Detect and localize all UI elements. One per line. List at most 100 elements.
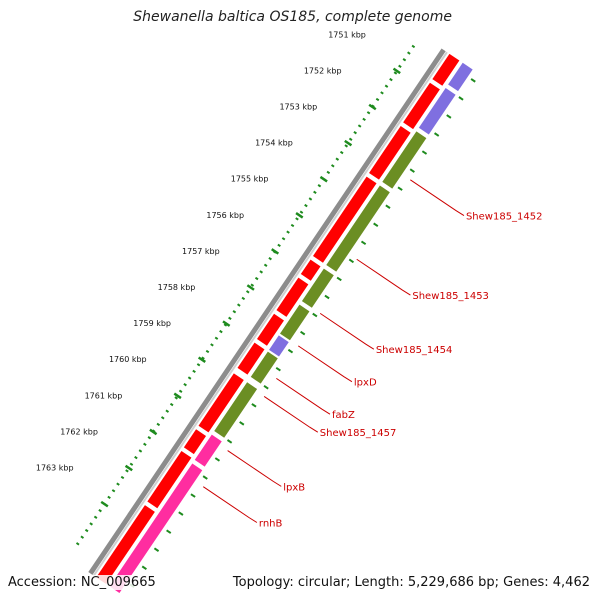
cds-forward: [313, 176, 377, 263]
ruler-tick-label: 1757 kbp: [182, 247, 220, 256]
gene-leader-line: [410, 179, 465, 217]
inner-minor-tick: [348, 258, 355, 264]
inner-minor-tick: [239, 421, 245, 426]
gene-olive: [326, 185, 390, 272]
ruler-tick-label: 1758 kbp: [158, 283, 196, 292]
inner-minor-tick: [385, 204, 391, 209]
inner-minor-tick: [178, 511, 184, 516]
gene-olive: [382, 131, 427, 189]
gene-leader-line: [297, 345, 353, 383]
cds-reverse: [269, 335, 289, 357]
ruler-tick-label: 1752 kbp: [304, 66, 342, 75]
ruler-tick-label: 1753 kbp: [279, 102, 317, 111]
ruler-major-tick: [344, 139, 353, 147]
map-title: Shewanella baltica OS185, complete genom…: [133, 9, 452, 25]
inner-minor-tick: [458, 96, 464, 101]
inner-minor-tick: [300, 330, 306, 336]
inner-minor-tick: [470, 78, 476, 83]
ruler-major-tick: [149, 428, 158, 436]
inner-ticks: [129, 78, 476, 589]
cds-forward: [369, 126, 411, 180]
rna-feature: [194, 434, 222, 467]
inner-minor-tick: [190, 493, 196, 498]
inner-minor-tick: [287, 348, 294, 354]
ruler-tick-label: 1762 kbp: [60, 427, 98, 436]
gene-olive: [250, 351, 278, 384]
cds-forward: [432, 53, 460, 86]
gene-olive: [301, 268, 334, 308]
cds-forward: [96, 505, 155, 585]
cds-forward: [403, 82, 440, 130]
inner-minor-tick: [397, 186, 403, 191]
ruler-major-tick: [100, 500, 109, 508]
ruler-major-tick: [222, 320, 231, 327]
ruler-major-tick: [124, 464, 133, 472]
gene-olive: [214, 382, 258, 438]
inner-minor-tick: [446, 114, 452, 119]
gene-leader-line: [263, 396, 319, 433]
gene-label-shew185_1457: Shew185_1457: [320, 428, 397, 439]
inner-minor-tick: [324, 294, 330, 300]
cds-forward: [237, 342, 265, 375]
gene-label-shew185_1454: Shew185_1454: [376, 345, 453, 356]
ruler-dotted-line: [74, 44, 416, 549]
gene-label-shew185_1453: Shew185_1453: [412, 291, 489, 302]
ruler-ticks: [100, 67, 401, 508]
inner-minor-tick: [336, 276, 342, 282]
cds-forward: [256, 313, 284, 346]
ruler-tick-label: 1751 kbp: [328, 30, 366, 39]
gene-olive: [280, 304, 310, 341]
gene-label-fabz: fabZ: [332, 410, 355, 421]
ruler-line: [74, 44, 416, 549]
ruler-tick-label: 1761 kbp: [85, 391, 123, 400]
ruler-major-tick: [271, 248, 280, 255]
inner-minor-tick: [166, 529, 172, 534]
ruler-major-tick: [246, 284, 255, 291]
cds-forward: [183, 429, 207, 455]
cds-forward: [300, 259, 321, 281]
cds-forward: [276, 277, 309, 317]
genome-summary: Topology: circular; Length: 5,229,686 bp…: [232, 575, 590, 590]
gene-leader-line: [276, 377, 331, 415]
gene-label-lpxd: lpxD: [354, 378, 377, 389]
ruler-major-tick: [319, 175, 328, 183]
ruler-tick-label: 1754 kbp: [255, 139, 293, 148]
ruler-tick-label: 1759 kbp: [133, 319, 171, 328]
inner-minor-tick: [226, 439, 233, 444]
accession-label: Accession: NC_009665: [8, 575, 156, 590]
cds-forward: [147, 450, 192, 509]
gene-leader-line: [227, 450, 282, 487]
inner-minor-tick: [421, 150, 428, 155]
gene-labels: Shew185_1452 Shew185_1453 Shew185_1454 lpxD…: [259, 212, 543, 530]
ruler-major-tick: [368, 103, 377, 111]
gene-label-shew185_1452: Shew185_1452: [466, 212, 543, 223]
inner-minor-tick: [275, 366, 281, 372]
inner-minor-tick: [153, 547, 160, 552]
cds-reverse: [418, 88, 456, 135]
inner-minor-tick: [263, 385, 269, 390]
inner-minor-tick: [409, 168, 415, 173]
backbone-shadow: [92, 51, 448, 577]
gene-features: [96, 53, 473, 594]
ruler-major-tick: [295, 212, 304, 219]
inner-minor-tick: [434, 132, 440, 137]
inner-minor-tick: [251, 403, 257, 408]
gene-leader-line: [319, 312, 375, 350]
inner-minor-tick: [202, 475, 208, 480]
ruler-tick-label: 1763 kbp: [36, 464, 74, 473]
ruler-tick-label: 1755 kbp: [231, 175, 269, 184]
backbone-line: [88, 48, 446, 575]
ruler-major-tick: [392, 67, 401, 75]
cds-forward: [198, 373, 244, 433]
label-leader-lines: [202, 179, 465, 523]
genome-backbone: [88, 48, 448, 577]
inner-minor-tick: [360, 240, 367, 246]
ruler-tick-label: 1760 kbp: [109, 355, 147, 364]
inner-minor-tick: [312, 312, 318, 318]
ruler-major-tick: [173, 392, 182, 400]
inner-minor-tick: [214, 457, 221, 462]
ruler-labels: 1751 kbp 1752 kbp 1753 kbp 1754 kbp 1755 kbp…: [36, 30, 366, 472]
rna-feature: [109, 463, 203, 594]
cds-reverse: [448, 62, 473, 92]
